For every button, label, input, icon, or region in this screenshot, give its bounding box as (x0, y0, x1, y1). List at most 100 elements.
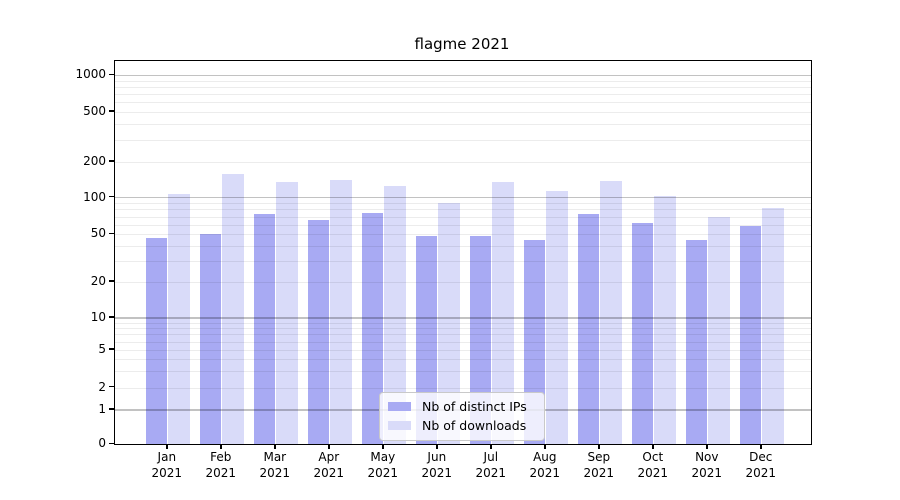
x-tick-label-feb: Feb 2021 (205, 450, 237, 480)
bar-jan-downloads (168, 194, 190, 445)
gridline-minor (115, 359, 811, 361)
legend-label-distinct-ips: Nb of distinct IPs (422, 399, 527, 414)
gridline-minor (115, 224, 811, 226)
x-tick-label-may: May 2021 (367, 450, 399, 480)
y-tick-label: 20 (90, 274, 106, 288)
x-tick-mark (652, 444, 654, 450)
legend: Nb of distinct IPs Nb of downloads (379, 392, 545, 441)
bar-dec-downloads (762, 208, 784, 445)
x-tick-mark (166, 444, 168, 450)
bar-sep-downloads (600, 181, 622, 445)
gridline-minor (115, 112, 811, 113)
y-tick-label: 10 (90, 310, 106, 324)
x-tick-mark (436, 444, 438, 450)
gridline-minor (115, 234, 811, 236)
bar-may-distinct-ips (361, 212, 384, 445)
bar-feb-distinct-ips (199, 234, 222, 445)
bar-aug-downloads (546, 190, 568, 445)
x-tick-mark (598, 444, 600, 450)
y-tick-mark (109, 195, 114, 198)
gridline-minor (115, 203, 811, 205)
bar-apr-distinct-ips (307, 219, 330, 445)
y-tick-mark (109, 73, 114, 76)
gridline-minor (115, 124, 811, 126)
legend-item-downloads: Nb of downloads (380, 416, 544, 435)
x-tick-label-jun: Jun 2021 (421, 450, 453, 480)
y-tick-label: 100 (83, 189, 106, 204)
y-tick-mark (109, 316, 114, 318)
gridline-minor (115, 370, 811, 372)
gridline-minor (115, 209, 811, 211)
legend-swatch-distinct-ips (388, 402, 411, 411)
gridline-major (115, 317, 811, 319)
gridline-minor (115, 334, 811, 336)
bar-oct-downloads (654, 195, 676, 445)
chart-title: flagme 2021 (414, 35, 510, 53)
x-tick-mark (706, 444, 708, 450)
bar-jan-distinct-ips (145, 237, 168, 445)
gridline-minor (115, 350, 811, 351)
gridline-minor (115, 282, 811, 283)
bar-oct-distinct-ips (631, 222, 654, 445)
x-tick-label-aug: Aug 2021 (529, 450, 561, 480)
gridline-minor (115, 260, 811, 262)
bar-sep-distinct-ips (577, 214, 600, 445)
gridline-major (115, 197, 811, 199)
y-tick-mark (109, 408, 114, 410)
y-tick-label: 500 (83, 104, 106, 118)
legend-label-downloads: Nb of downloads (422, 418, 527, 433)
gridline-minor (115, 245, 811, 247)
gridline-minor (115, 94, 811, 96)
x-tick-label-jul: Jul 2021 (475, 450, 507, 480)
x-tick-mark (274, 444, 276, 450)
bar-jun-downloads (438, 202, 460, 445)
bar-apr-downloads (330, 180, 352, 445)
x-tick-mark (220, 444, 222, 450)
y-tick-mark (109, 232, 114, 235)
y-tick-label: 5 (98, 342, 106, 356)
y-tick-mark (109, 110, 114, 112)
y-tick-mark (109, 442, 114, 445)
y-tick-label: 50 (90, 226, 106, 241)
x-tick-label-jan: Jan 2021 (151, 450, 183, 480)
gridline-minor (115, 87, 811, 89)
x-tick-label-apr: Apr 2021 (313, 450, 345, 480)
gridline-minor (115, 216, 811, 218)
x-tick-label-nov: Nov 2021 (691, 450, 723, 480)
gridline-minor (115, 102, 811, 104)
x-tick-label-oct: Oct 2021 (637, 450, 669, 480)
x-tick-mark (382, 444, 384, 450)
gridline-minor (115, 328, 811, 330)
gridline-minor (115, 322, 811, 324)
plot-area (114, 60, 812, 445)
x-tick-mark (328, 444, 330, 450)
x-tick-mark (544, 444, 546, 450)
y-tick-mark (109, 280, 114, 282)
x-tick-mark (490, 444, 492, 450)
y-tick-label: 2 (98, 379, 106, 394)
y-tick-mark (109, 348, 114, 350)
gridline-minor (115, 387, 811, 389)
gridline-minor (115, 341, 811, 343)
x-tick-label-mar: Mar 2021 (259, 450, 291, 480)
bar-dec-distinct-ips (739, 225, 762, 445)
bar-feb-downloads (222, 174, 244, 445)
gridline-minor (115, 139, 811, 141)
y-tick-label: 0 (98, 436, 106, 451)
gridline-minor (115, 80, 811, 82)
y-tick-mark (109, 160, 114, 162)
x-tick-label-sep: Sep 2021 (583, 450, 615, 480)
bar-jul-downloads (492, 181, 514, 445)
bar-mar-distinct-ips (253, 214, 276, 445)
x-tick-label-dec: Dec 2021 (745, 450, 777, 480)
bar-nov-distinct-ips (685, 239, 708, 445)
y-tick-label: 1000 (75, 67, 106, 82)
bar-mar-downloads (276, 181, 298, 445)
legend-item-distinct-ips: Nb of distinct IPs (380, 397, 544, 416)
legend-swatch-downloads (388, 421, 411, 430)
bar-nov-downloads (708, 216, 730, 445)
bar-may-downloads (384, 186, 406, 445)
y-tick-label: 1 (98, 402, 106, 416)
y-tick-mark (109, 385, 114, 388)
